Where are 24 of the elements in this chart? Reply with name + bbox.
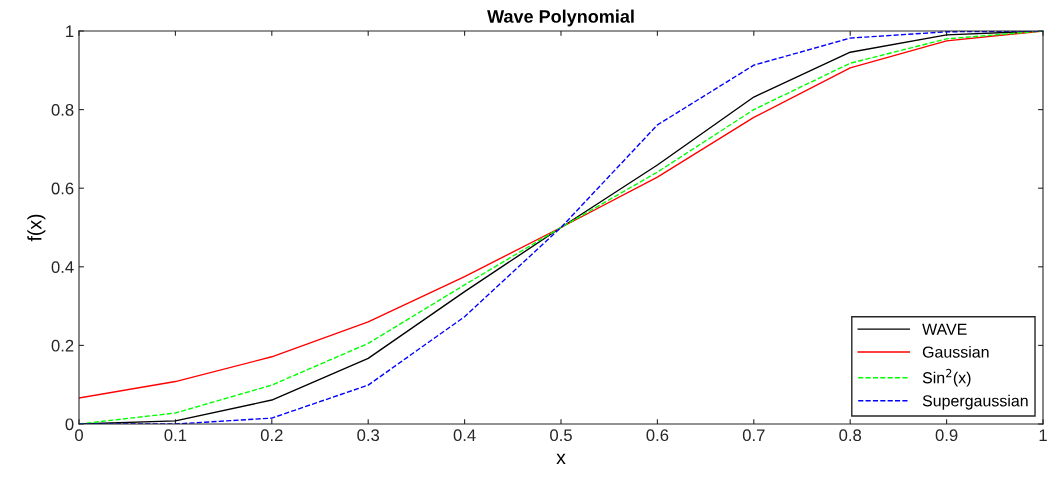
x-tick-label: 0.6 [646,429,669,442]
legend-label: Supergaussian [922,394,1028,410]
x-tick-label: 0 [75,429,83,442]
x-tick-label: 0.5 [550,429,572,442]
y-tick-label: 0.8 [51,104,74,116]
legend-label: WAVE [922,323,967,335]
x-tick-label: 0.9 [935,429,958,442]
y-tick-label: 0.6 [51,182,74,195]
y-tick-label: 0.2 [51,339,74,352]
legend-label: Gaussian [922,345,989,358]
y-axis-title: f(x) [27,214,46,242]
x-tick-label: 0.1 [164,429,187,442]
y-tick-label: 0.4 [51,261,74,273]
x-tick-label: 1 [1039,429,1047,441]
x-axis-title: x [556,453,566,465]
x-tick-label: 0.2 [260,429,283,442]
x-tick-label: 0.4 [453,429,476,442]
x-tick-label: 0.8 [839,429,862,442]
y-tick-label: 0 [65,418,74,431]
x-tick-label: 0.3 [357,429,380,442]
x-tick-label: 0.7 [742,429,765,442]
chart-title: Wave Polynomial [487,9,634,27]
y-tick-label: 1 [66,25,74,38]
legend-label: Sin$^{2}$(x) [922,368,971,387]
